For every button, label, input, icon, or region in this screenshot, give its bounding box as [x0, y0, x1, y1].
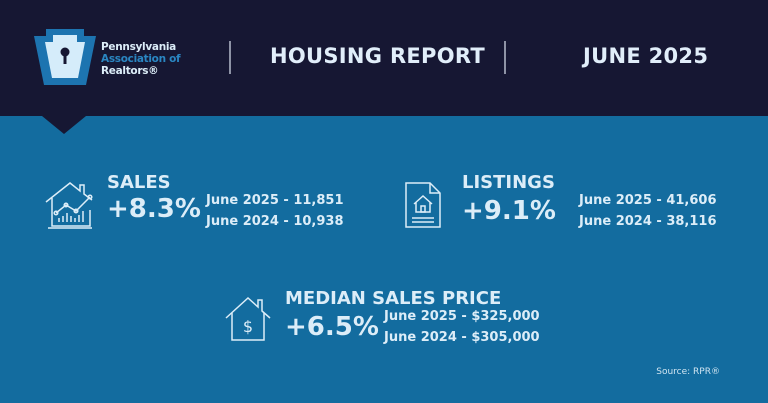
median-price-change: +6.5%	[285, 312, 379, 342]
listings-change: +9.1%	[462, 196, 556, 226]
keystone-logo-icon	[34, 29, 96, 85]
report-title: HOUSING REPORT	[270, 44, 486, 68]
sales-previous: June 2024 - 10,938	[206, 214, 344, 229]
median-price-previous: June 2024 - $305,000	[384, 330, 540, 345]
sales-change: +8.3%	[107, 194, 201, 224]
report-period: JUNE 2025	[583, 44, 709, 68]
house-dollar-icon: $	[225, 296, 271, 341]
sales-label: SALES	[107, 172, 171, 193]
listings-current: June 2025 - 41,606	[579, 193, 717, 208]
house-chart-icon	[45, 182, 93, 229]
document-house-icon	[405, 182, 441, 228]
median-price-current: June 2025 - $325,000	[384, 309, 540, 324]
org-line3: Realtors®	[101, 65, 159, 77]
sales-current: June 2025 - 11,851	[206, 193, 344, 208]
pointer-decoration	[42, 116, 86, 134]
org-name: Pennsylvania Association of Realtors®	[101, 41, 181, 77]
header	[0, 0, 768, 116]
source-note: Source: RPR®	[656, 367, 720, 377]
median-price-label: MEDIAN SALES PRICE	[285, 288, 502, 309]
org-line1: Pennsylvania	[101, 41, 176, 53]
org-line2: Association of	[101, 53, 181, 65]
divider	[229, 41, 231, 74]
listings-label: LISTINGS	[462, 172, 555, 193]
divider	[504, 41, 506, 74]
svg-text:$: $	[243, 317, 253, 336]
listings-previous: June 2024 - 38,116	[579, 214, 717, 229]
